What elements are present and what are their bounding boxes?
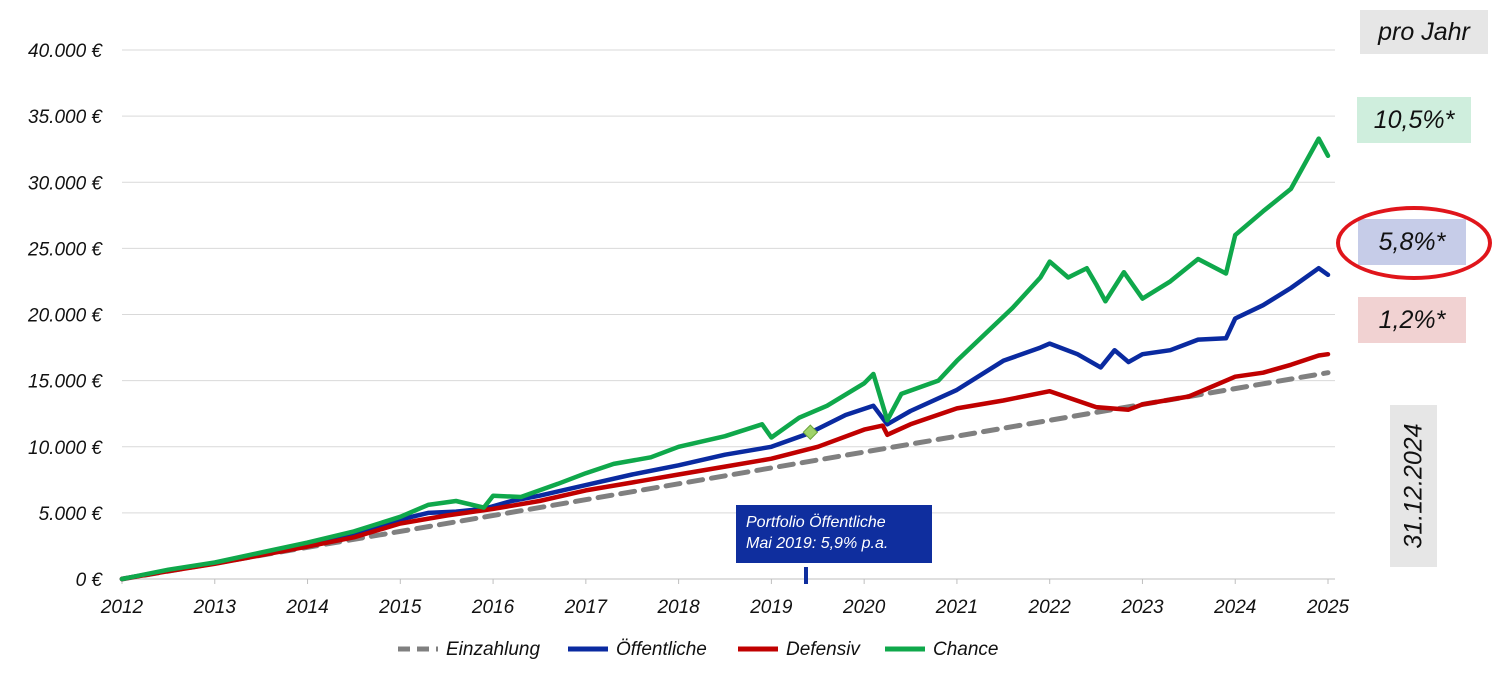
date-label-box: 31.12.2024	[1390, 405, 1437, 567]
per-year-label: pro Jahr	[1360, 10, 1488, 54]
x-tick-label: 2020	[842, 597, 886, 618]
series-line-öffentliche	[119, 265, 1331, 582]
x-tick-label: 2019	[749, 597, 793, 618]
highlight-ring	[1336, 206, 1492, 280]
series-line-chance	[119, 136, 1331, 582]
y-tick-label: 20.000 €	[27, 306, 103, 327]
series-line-einzahlung	[119, 370, 1331, 582]
legend-label: Öffentliche	[616, 639, 707, 660]
series-lines	[119, 136, 1331, 582]
x-tick-label: 2013	[193, 597, 237, 618]
legend-label: Chance	[933, 639, 999, 660]
y-tick-label: 15.000 €	[28, 372, 103, 393]
chart-markers	[802, 424, 819, 440]
x-tick-label: 2021	[935, 597, 978, 618]
x-tick-label: 2017	[564, 597, 609, 618]
x-tick-label: 2024	[1213, 597, 1256, 618]
y-tick-label: 30.000 €	[28, 173, 103, 194]
y-tick-label: 5.000 €	[39, 504, 104, 525]
x-tick-label: 2014	[285, 597, 328, 618]
portfolio-callout: Portfolio Öffentliche Mai 2019: 5,9% p.a…	[736, 505, 932, 563]
date-label: 31.12.2024	[1399, 423, 1427, 549]
x-tick-label: 2015	[378, 597, 422, 618]
x-tick-label: 2022	[1028, 597, 1072, 618]
series-line-defensiv	[119, 351, 1331, 582]
legend: Einzahlung Öffentliche Defensiv Chance	[398, 639, 999, 660]
y-tick-label: 35.000 €	[28, 107, 103, 128]
x-tick-label: 2018	[656, 597, 700, 618]
grid-lines	[122, 49, 1335, 580]
y-tick-label: 40.000 €	[28, 41, 103, 62]
callout-pointer	[804, 567, 808, 584]
legend-label: Defensiv	[786, 639, 861, 660]
portfolio-marker	[802, 424, 819, 440]
y-tick-label: 0 €	[76, 570, 104, 591]
callout-title: Portfolio Öffentliche	[746, 514, 886, 531]
callout-value: Mai 2019: 5,9% p.a.	[746, 535, 889, 552]
chance-rate-badge: 10,5%*	[1357, 97, 1471, 143]
x-tick-label: 2023	[1120, 597, 1164, 618]
x-tick-label: 2016	[471, 597, 515, 618]
x-tick-label: 2012	[100, 597, 144, 618]
x-tick-label: 2025	[1306, 597, 1350, 618]
y-tick-label: 10.000 €	[28, 438, 103, 459]
y-axis-ticks: 0 € 5.000 € 10.000 € 15.000 € 20.000 € 25.000…	[27, 41, 103, 591]
defensiv-rate-badge: 1,2%*	[1358, 297, 1466, 343]
y-tick-label: 25.000 €	[27, 239, 103, 260]
legend-label: Einzahlung	[446, 639, 540, 660]
x-axis-ticks: 2012 2013 2014 2015 2016 2017 2018 2019 2020 2021…	[100, 579, 1350, 618]
